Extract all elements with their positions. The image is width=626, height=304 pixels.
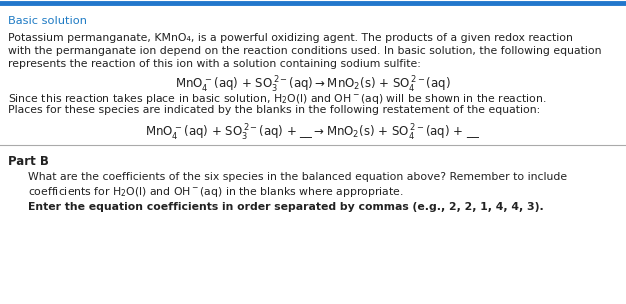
Text: represents the reaction of this ion with a solution containing sodium sulfite:: represents the reaction of this ion with… (8, 59, 421, 69)
Text: with the permanganate ion depend on the reaction conditions used. In basic solut: with the permanganate ion depend on the … (8, 46, 602, 56)
Text: coefficients for H$_2$O(l) and OH$^-$(aq) in the blanks where appropriate.: coefficients for H$_2$O(l) and OH$^-$(aq… (28, 185, 404, 199)
Text: MnO$_4^{\,-}$(aq) + SO$_3^{\,2-}$(aq)$\rightarrow$MnO$_2$(s) + SO$_4^{\,2-}$(aq): MnO$_4^{\,-}$(aq) + SO$_3^{\,2-}$(aq)$\r… (175, 75, 451, 95)
Text: What are the coefficients of the six species in the balanced equation above? Rem: What are the coefficients of the six spe… (28, 172, 567, 182)
Text: Enter the equation coefficients in order separated by commas (e.g., 2, 2, 1, 4, : Enter the equation coefficients in order… (28, 202, 544, 212)
Text: MnO$_4^{\,-}$(aq) + SO$_3^{\,2-}$(aq) + __$\rightarrow$MnO$_2$(s) + SO$_4^{\,2-}: MnO$_4^{\,-}$(aq) + SO$_3^{\,2-}$(aq) + … (145, 123, 481, 143)
Text: Places for these species are indicated by the blanks in the following restatemen: Places for these species are indicated b… (8, 105, 540, 115)
Text: Part B: Part B (8, 155, 49, 168)
Text: Basic solution: Basic solution (8, 16, 87, 26)
Text: Since this reaction takes place in basic solution, H$_2$O(l) and OH$^-$(aq) will: Since this reaction takes place in basic… (8, 92, 546, 106)
Text: Potassium permanganate, KMnO₄, is a powerful oxidizing agent. The products of a : Potassium permanganate, KMnO₄, is a powe… (8, 33, 573, 43)
